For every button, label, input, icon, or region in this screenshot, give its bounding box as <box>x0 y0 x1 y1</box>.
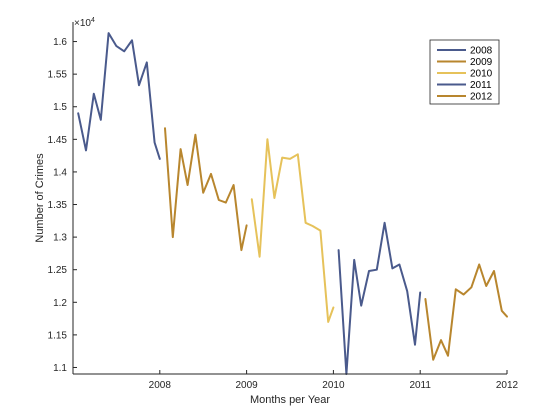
legend-label-2011: 2011 <box>470 80 492 91</box>
y-tick-label: 1.45 <box>48 135 68 146</box>
series-2010-line <box>250 138 335 323</box>
x-tick-label: 2011 <box>409 380 431 391</box>
x-tick-label: 2010 <box>322 380 345 391</box>
series-layer <box>77 32 508 375</box>
y-tick-label: 1.5 <box>53 102 67 113</box>
legend-label-2010: 2010 <box>470 69 493 80</box>
y-axis-label: Number of Crimes <box>34 153 46 243</box>
legend-label-2009: 2009 <box>470 57 493 68</box>
series-2008-line <box>77 32 161 160</box>
legend-label-2012: 2012 <box>470 92 493 103</box>
x-tick-label: 2009 <box>235 380 258 391</box>
y-multiplier-exponent: 4 <box>91 17 95 24</box>
series-2009-line <box>164 127 248 252</box>
y-tick-label: 1.6 <box>53 37 67 48</box>
y-tick-label: 1.25 <box>48 265 68 276</box>
y-tick-label: 1.4 <box>53 167 67 178</box>
x-axis-label: Months per Year <box>250 394 330 406</box>
series-2012-line <box>424 263 508 361</box>
y-tick-label: 1.1 <box>53 363 67 374</box>
y-tick-label: 1.2 <box>53 298 67 309</box>
axes-layer <box>72 22 507 375</box>
y-tick-label: 1.55 <box>48 70 68 81</box>
x-tick-label: 2012 <box>496 380 519 391</box>
y-tick-label: 1.35 <box>48 200 68 211</box>
x-ticks: 2008 2009 2010 2011 2012 <box>149 370 519 391</box>
y-multiplier-label: ×104 <box>74 17 95 29</box>
series-2011-line <box>337 221 422 375</box>
y-tick-label: 1.3 <box>53 233 67 244</box>
y-ticks: 1.1 1.15 1.2 1.25 1.3 1.35 1.4 1.45 1.5 1.55 1.6 <box>48 37 77 374</box>
x-tick-label: 2008 <box>149 380 172 391</box>
legend-label-2008: 2008 <box>470 46 493 57</box>
y-tick-label: 1.15 <box>48 330 68 341</box>
